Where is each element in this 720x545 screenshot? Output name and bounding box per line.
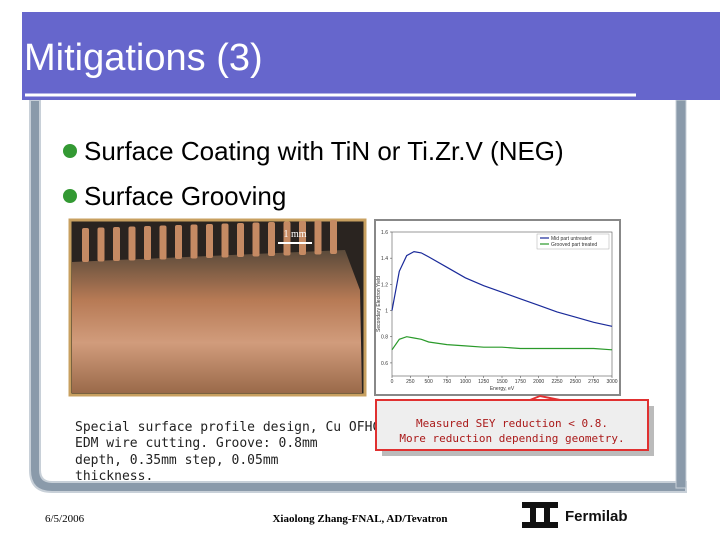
tooth	[314, 220, 322, 255]
tooth	[206, 224, 213, 258]
callout-line: Measured SEY reduction < 0.8.	[416, 417, 608, 430]
logo-part	[522, 502, 558, 508]
x-tick-label: 0	[391, 379, 394, 385]
legend-box	[536, 233, 610, 250]
x-tick-label: 250	[406, 379, 415, 385]
tooth	[330, 220, 337, 254]
y-tick-label: 1.4	[381, 256, 388, 262]
bullet-dot	[63, 144, 77, 158]
series-line	[391, 336, 613, 351]
x-tick-label: 500	[424, 379, 433, 385]
y-axis-label: Secondary Electron Yield	[376, 276, 382, 332]
logo-text: Fermilab	[565, 508, 628, 525]
legend-label: Mid part untreated	[551, 236, 592, 242]
y-tick-label: 1.6	[381, 230, 388, 236]
y-tick-label: 1	[385, 309, 388, 315]
title: Mitigations (3)	[24, 37, 263, 79]
callout	[375, 399, 649, 451]
x-tick-label: 750	[443, 379, 452, 385]
tooth	[159, 225, 167, 260]
caption-line: thickness.	[75, 469, 153, 484]
caption-line: Special surface profile design, Cu OFHC.	[75, 420, 388, 435]
x-tick-label: 1000	[460, 379, 471, 385]
caption-line: depth, 0.35mm step, 0.05mm	[75, 453, 279, 468]
tooth	[252, 222, 260, 257]
chart: 0.6 0.8 1 1.2 1.4 1.6 0 250 500 750 1000 1250 1500 17…	[376, 230, 618, 392]
legend-label: Grooved part treated	[551, 242, 597, 248]
scale-label: 1 mm	[283, 229, 306, 240]
callout-pointer	[529, 394, 561, 401]
bullet: Surface Grooving	[84, 181, 286, 211]
teeth	[82, 220, 337, 262]
x-tick-label: 2750	[588, 379, 599, 385]
caption: Special surface profile design, Cu OFHC.…	[75, 420, 388, 484]
caption-line: EDM wire cutting. Groove: 0.8mm	[75, 436, 318, 451]
title-bar	[22, 12, 720, 100]
y-tick-label: 0.8	[381, 335, 388, 341]
x-axis-label: Energy, eV	[490, 386, 515, 392]
tooth	[268, 222, 275, 256]
x-tick-label: 1750	[515, 379, 526, 385]
tooth	[128, 226, 136, 261]
tooth	[299, 221, 306, 255]
series-line	[391, 250, 613, 327]
x-tick-label: 1500	[496, 379, 507, 385]
photo: 1 mm	[68, 218, 367, 397]
x-tick-label: 3000	[606, 379, 617, 385]
tooth	[283, 221, 291, 256]
logo-part	[544, 502, 550, 528]
tooth	[97, 227, 105, 262]
tooth	[144, 226, 151, 260]
y-tick-label: 1.2	[381, 282, 388, 288]
fermilab-logo	[522, 502, 558, 528]
tooth	[221, 223, 229, 258]
bullet: Surface Coating with TiN or Ti.Zr.V (NEG…	[84, 136, 564, 166]
tooth	[175, 225, 182, 259]
x-tick-label: 2500	[570, 379, 581, 385]
footer-date: 6/5/2006	[45, 513, 85, 525]
tooth	[113, 227, 120, 261]
x-tick-label: 2250	[551, 379, 562, 385]
frame-right	[675, 99, 687, 489]
logo-part	[530, 502, 536, 528]
tooth	[82, 228, 89, 262]
logo-part	[522, 522, 558, 528]
x-tick-label: 2000	[533, 379, 544, 385]
bullet-dot	[63, 189, 77, 203]
x-tick-label: 1250	[478, 379, 489, 385]
footer-author: Xiaolong Zhang-FNAL, AD/Tevatron	[272, 513, 447, 525]
callout-line: More reduction depending geometry.	[399, 432, 624, 445]
tooth	[190, 224, 198, 259]
copper	[72, 250, 362, 393]
tooth	[237, 223, 244, 257]
y-tick-label: 0.6	[381, 361, 388, 367]
